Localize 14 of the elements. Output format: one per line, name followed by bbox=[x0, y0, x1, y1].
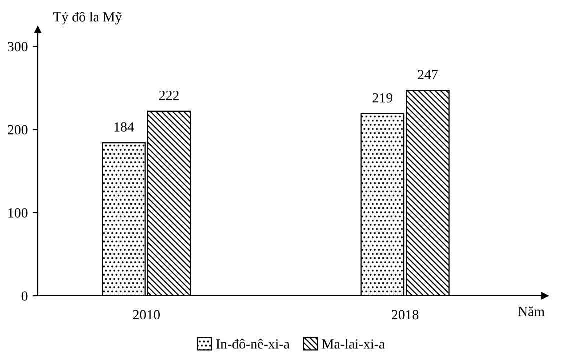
x-tick-label: 2010 bbox=[133, 310, 160, 320]
y-axis-title: Tỷ đô la Mỹ bbox=[53, 12, 122, 25]
x-tick-label: 2018 bbox=[392, 310, 419, 320]
data-label: 247 bbox=[418, 70, 438, 80]
data-label: 222 bbox=[159, 90, 179, 100]
legend-label: In-đô-nê-xi-a bbox=[216, 339, 290, 349]
y-tick-label: 200 bbox=[8, 125, 28, 135]
data-label: 219 bbox=[372, 93, 393, 103]
y-tick-label: 100 bbox=[8, 208, 28, 218]
x-axis-title: Năm bbox=[518, 306, 545, 316]
legend-label: Ma-lai-xi-a bbox=[322, 339, 385, 349]
y-tick-label: 300 bbox=[8, 42, 28, 52]
y-tick-label: 0 bbox=[22, 292, 28, 301]
data-label: 184 bbox=[114, 122, 134, 132]
